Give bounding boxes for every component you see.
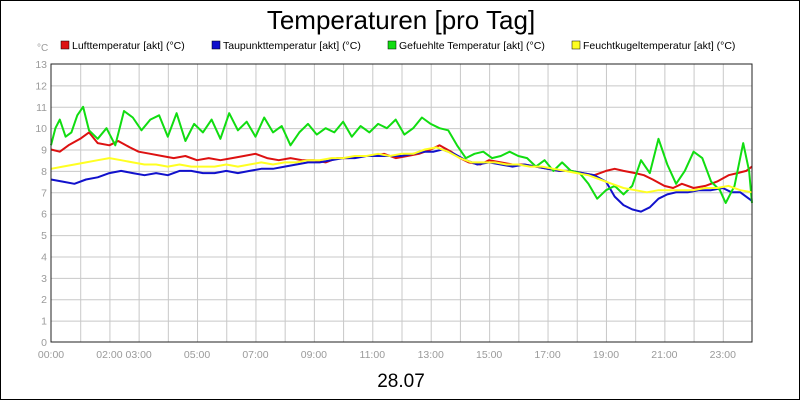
y-tick-label: 5: [41, 230, 47, 242]
y-tick-label: 10: [35, 123, 47, 135]
x-tick-label: 07:00: [242, 349, 268, 361]
legend-label-feuchtkugel: Feuchtkugeltemperatur [akt] (°C): [583, 40, 735, 52]
x-tick-labels: 00:00 02:00 03:00 05:00 07:00 09:00 11:00 13:00…: [38, 349, 736, 361]
series-line-gefuehlt: [50, 105, 753, 204]
legend-item-gefuehlt: Gefuehlte Temperatur [akt] (°C): [387, 40, 545, 52]
x-tick-label: 19:00: [593, 349, 619, 361]
legend-label-gefuehlt: Gefuehlte Temperatur [akt] (°C): [399, 40, 545, 52]
x-tick-label: 21:00: [651, 349, 677, 361]
y-tick-label: 9: [41, 145, 47, 157]
x-tick-label: 17:00: [534, 349, 560, 361]
series-line-feuchtkugel: [50, 146, 753, 194]
legend: Lufttemperatur [akt] (°C) Taupunkttemper…: [60, 40, 735, 52]
y-tick-label: 6: [41, 209, 47, 221]
y-tick-label: 8: [41, 166, 47, 178]
y-tick-label: 4: [41, 251, 47, 263]
date-label: 28.07: [377, 371, 425, 392]
x-tick-label: 15:00: [476, 349, 502, 361]
y-tick-label: 3: [41, 273, 47, 285]
x-tick-label: 02:00: [96, 349, 122, 361]
plot-border: [50, 63, 753, 343]
y-tick-label: 7: [41, 187, 47, 199]
y-tick-label: 1: [41, 316, 47, 328]
y-tick-label: 13: [35, 59, 47, 71]
y-axis-unit: °C: [37, 43, 48, 54]
y-tick-label: 0: [41, 337, 47, 349]
x-tick-label: 13:00: [418, 349, 444, 361]
x-tick-label: 11:00: [360, 349, 386, 361]
legend-swatch-luft: [60, 40, 70, 50]
legend-label-luft: Lufttemperatur [akt] (°C): [72, 40, 185, 52]
y-tick-label: 12: [35, 80, 47, 92]
x-tick-label: 05:00: [184, 349, 210, 361]
legend-swatch-gefuehlt: [387, 40, 397, 50]
series-line-taupunkt: [50, 148, 753, 213]
legend-swatch-feuchtkugel: [571, 40, 581, 50]
y-tick-label: 11: [36, 102, 47, 114]
legend-item-feuchtkugel: Feuchtkugeltemperatur [akt] (°C): [571, 40, 735, 52]
legend-item-taupunkt: Taupunkttemperatur [akt] (°C): [211, 40, 361, 52]
x-tick-label: 00:00: [38, 349, 64, 361]
series-line-luft: [50, 131, 753, 189]
legend-label-taupunkt: Taupunkttemperatur [akt] (°C): [223, 40, 361, 52]
legend-item-luft: Lufttemperatur [akt] (°C): [60, 40, 185, 52]
legend-swatch-taupunkt: [211, 40, 221, 50]
y-tick-label: 2: [41, 294, 47, 306]
chart-title: Temperaturen [pro Tag]: [267, 5, 535, 35]
series-lines: [50, 105, 753, 213]
x-tick-label: 09:00: [301, 349, 327, 361]
x-tick-label: 23:00: [710, 349, 736, 361]
x-tick-label: 03:00: [125, 349, 151, 361]
